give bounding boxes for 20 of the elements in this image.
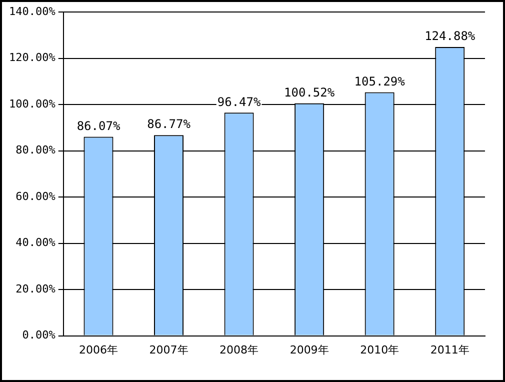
y-tick-label: 80.00%	[16, 144, 56, 157]
data-label: 100.52%	[284, 85, 336, 100]
x-tick-label: 2008年	[220, 343, 259, 356]
y-tick-label: 0.00%	[22, 328, 56, 342]
y-tick-label: 120.00%	[9, 51, 56, 64]
x-tick-label: 2007年	[149, 343, 188, 356]
y-tick-label: 100.00%	[9, 97, 56, 110]
y-tick-label: 40.00%	[16, 236, 56, 250]
data-label: 86.07%	[76, 118, 121, 133]
data-label: 86.77%	[147, 117, 192, 132]
x-tick-label: 2010年	[360, 343, 400, 356]
data-label: 124.88%	[424, 29, 476, 44]
y-tick-label: 60.00%	[16, 190, 56, 203]
x-tick-label: 2006年	[78, 343, 118, 356]
data-label: 105.29%	[354, 74, 406, 88]
data-label: 96.47%	[217, 94, 262, 109]
y-tick-label: 20.00%	[16, 282, 56, 296]
x-tick-label: 2011年	[430, 343, 470, 356]
y-tick-label: 140.00%	[9, 4, 56, 18]
x-tick-label: 2009年	[290, 343, 329, 356]
